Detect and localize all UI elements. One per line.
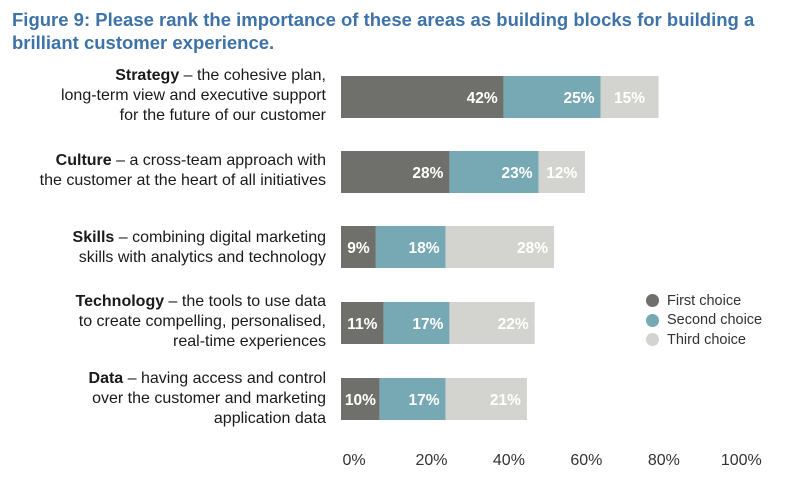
category-label-strategy: long-term view and executive support [60,87,326,104]
bar-segment-culture-second-choice [449,151,539,193]
category-label-data: application data [213,410,326,427]
data-label: 10% [345,392,376,409]
bar-segment-skills-third-choice [445,226,555,268]
category-label-skills: Skills – combining digital marketing [72,229,326,246]
category-name: Culture [55,152,112,169]
data-label: 17% [409,392,440,409]
data-label: 42% [467,90,498,107]
data-label: 11% [347,316,377,333]
data-label: 23% [501,165,532,182]
data-label: 15% [614,90,645,107]
bar-segment-data-second-choice [379,378,446,420]
x-tick-label: 60% [570,452,602,469]
category-name: Technology [75,293,165,310]
data-label: 18% [409,240,440,257]
x-tick-label: 20% [415,452,447,469]
legend-label: Second choice [667,312,763,329]
category-label-data: over the customer and marketing [92,390,326,407]
bar-segment-strategy-first-choice [341,76,504,118]
category-label-technology: Technology – the tools to use data [75,293,326,310]
bar-segment-technology-first-choice [341,302,384,344]
chart-title: Figure 9: Please rank the importance of … [12,9,755,53]
x-tick-label: 0% [342,452,365,469]
category-label-technology: to create compelling, personalised, [78,313,326,330]
data-label: 21% [490,392,521,409]
bar-segment-technology-third-choice [449,302,535,344]
legend-label: First choice [667,292,742,309]
data-label: 12% [546,165,577,182]
category-name: Skills [72,229,115,246]
legend-item: Third choice [646,330,762,350]
legend-swatch [646,313,659,327]
legend-label: Third choice [667,331,746,348]
category-label-culture: Culture – a cross-team approach with [55,152,326,169]
bar-segment-culture-first-choice [341,151,450,193]
data-label: 17% [412,316,443,333]
data-label: 28% [517,240,548,257]
category-label-technology: real-time experiences [173,333,326,350]
x-tick-label: 80% [648,452,680,469]
bar-segment-strategy-third-choice [600,76,659,118]
data-label: 9% [347,240,370,257]
data-label: 28% [412,165,443,182]
category-name: Data [88,370,124,387]
bar-segment-data-third-choice [445,378,527,420]
category-label-culture: the customer at the heart of all initiat… [39,172,326,189]
category-label-data: Data – having access and control [88,370,326,387]
bar-segment-skills-first-choice [341,226,376,268]
category-label-skills: skills with analytics and technology [78,249,326,266]
bar-segment-skills-second-choice [375,226,446,268]
bar-segment-data-first-choice [341,378,380,420]
category-label-strategy: for the future of our customer [119,107,326,124]
bar-segment-strategy-second-choice [503,76,601,118]
category-name: Strategy [115,67,180,84]
chart-legend: First choice Second choice Third choice [646,291,762,350]
legend-item: First choice [646,291,762,311]
legend-swatch [646,294,659,308]
data-label: 25% [563,90,594,107]
x-tick-label: 100% [721,452,762,469]
legend-item: Second choice [646,311,762,331]
data-label: 22% [498,316,529,333]
bar-segment-technology-second-choice [383,302,450,344]
legend-swatch [646,333,659,347]
bar-segment-culture-third-choice [538,151,585,193]
x-tick-label: 40% [493,452,525,469]
category-label-strategy: Strategy – the cohesive plan, [115,67,326,84]
